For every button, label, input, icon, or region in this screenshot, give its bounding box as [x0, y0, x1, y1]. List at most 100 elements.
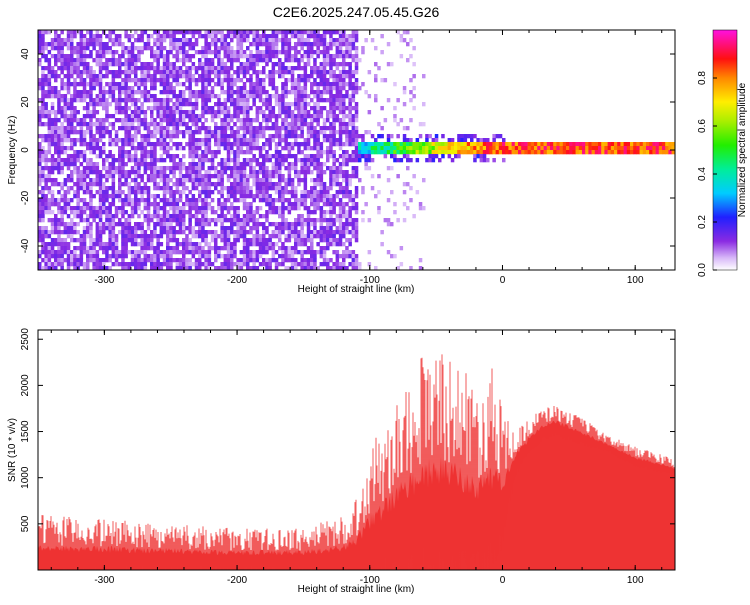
- heatmap-cell: [550, 150, 554, 155]
- heatmap-cell: [66, 254, 71, 259]
- heatmap-cell: [329, 142, 333, 147]
- heatmap-cell: [300, 190, 304, 195]
- heatmap-cell: [118, 42, 122, 47]
- heatmap-cell: [124, 230, 128, 235]
- heatmap-cell: [111, 78, 116, 83]
- heatmap-cell: [86, 146, 90, 151]
- heatmap-cell: [230, 182, 234, 187]
- heatmap-cell: [230, 262, 234, 267]
- heatmap-cell: [70, 74, 74, 79]
- heatmap-cell: [242, 226, 247, 231]
- heatmap-cell: [182, 210, 186, 215]
- heatmap-cell: [57, 262, 61, 267]
- heatmap-cell: [329, 218, 333, 223]
- heatmap-cell: [338, 214, 343, 219]
- heatmap-cell: [73, 226, 77, 231]
- heatmap-cell: [319, 250, 324, 255]
- heatmap-cell: [156, 114, 160, 119]
- heatmap-cell: [95, 54, 100, 59]
- heatmap-cell: [134, 74, 138, 79]
- heatmap-cell: [98, 122, 103, 127]
- heatmap-cell: [294, 166, 298, 171]
- heatmap-cell: [185, 238, 189, 243]
- heatmap-cell: [223, 46, 228, 51]
- heatmap-cell: [351, 170, 356, 175]
- heatmap-cell: [268, 70, 272, 75]
- heatmap-cell: [60, 82, 64, 87]
- heatmap-cell: [233, 222, 237, 227]
- heatmap-cell: [412, 46, 416, 51]
- heatmap-cell: [239, 138, 244, 143]
- heatmap-cell: [220, 170, 224, 175]
- heatmap-cell: [134, 130, 138, 135]
- heatmap-cell: [364, 154, 368, 159]
- heatmap-cell: [60, 106, 64, 111]
- heatmap-cell: [150, 114, 154, 119]
- heatmap-cell: [252, 214, 256, 219]
- heatmap-cell: [92, 206, 96, 211]
- heatmap-cell: [226, 134, 231, 139]
- heatmap-cell: [114, 214, 119, 219]
- heatmap-cell: [47, 70, 52, 75]
- heatmap-cell: [239, 122, 244, 127]
- heatmap-cell: [140, 78, 144, 83]
- heatmap-cell: [127, 74, 132, 79]
- heatmap-cell: [124, 50, 128, 55]
- heatmap-cell: [214, 242, 218, 247]
- heatmap-cell: [50, 254, 55, 259]
- heatmap-cell: [153, 38, 157, 43]
- heatmap-cell: [351, 98, 356, 103]
- heatmap-cell: [246, 38, 250, 43]
- heatmap-cell: [207, 98, 212, 103]
- heatmap-cell: [124, 126, 128, 131]
- heatmap-cell: [374, 142, 378, 147]
- heatmap-cell: [137, 174, 141, 179]
- heatmap-cell: [246, 250, 250, 255]
- heatmap-cell: [201, 230, 205, 235]
- heatmap-cell: [150, 46, 154, 51]
- heatmap-cell: [351, 166, 356, 171]
- heatmap-cell: [44, 174, 48, 179]
- heatmap-cell: [95, 230, 100, 235]
- heatmap-cell: [284, 30, 288, 35]
- heatmap-cell: [175, 38, 180, 43]
- heatmap-cell: [377, 142, 381, 147]
- heatmap-cell: [498, 142, 503, 147]
- heatmap-cell: [495, 150, 500, 155]
- heatmap-cell: [310, 114, 314, 119]
- heatmap-cell: [137, 162, 141, 167]
- heatmap-cell: [492, 138, 496, 143]
- heatmap-cell: [143, 30, 148, 35]
- heatmap-cell: [182, 218, 186, 223]
- heatmap-cell: [262, 86, 266, 91]
- heatmap-cell: [66, 134, 71, 139]
- heatmap-cell: [70, 170, 74, 175]
- heatmap-cell: [393, 118, 397, 123]
- heatmap-cell: [82, 114, 87, 119]
- heatmap-cell: [201, 106, 205, 111]
- heatmap-cell: [86, 254, 90, 259]
- heatmap-cell: [50, 226, 55, 231]
- heatmap-cell: [278, 230, 282, 235]
- heatmap-cell: [354, 142, 359, 147]
- heatmap-cell: [70, 42, 74, 47]
- heatmap-cell: [79, 94, 84, 99]
- heatmap-cell: [146, 34, 151, 39]
- heatmap-cell: [332, 242, 336, 247]
- heatmap-cell: [198, 130, 202, 135]
- heatmap-cell: [79, 82, 84, 87]
- heatmap-cell: [284, 58, 288, 63]
- heatmap-cell: [121, 182, 125, 187]
- heatmap-cell: [44, 242, 48, 247]
- heatmap-cell: [134, 226, 138, 231]
- heatmap-cell: [86, 70, 90, 75]
- heatmap-cell: [204, 130, 208, 135]
- heatmap-cell: [268, 142, 272, 147]
- heatmap-cell: [409, 78, 413, 83]
- heatmap-cell: [140, 146, 144, 151]
- heatmap-cell: [335, 130, 340, 135]
- heatmap-cell: [306, 218, 311, 223]
- heatmap-cell: [226, 254, 231, 259]
- heatmap-cell: [271, 182, 276, 187]
- heatmap-cell: [265, 250, 269, 255]
